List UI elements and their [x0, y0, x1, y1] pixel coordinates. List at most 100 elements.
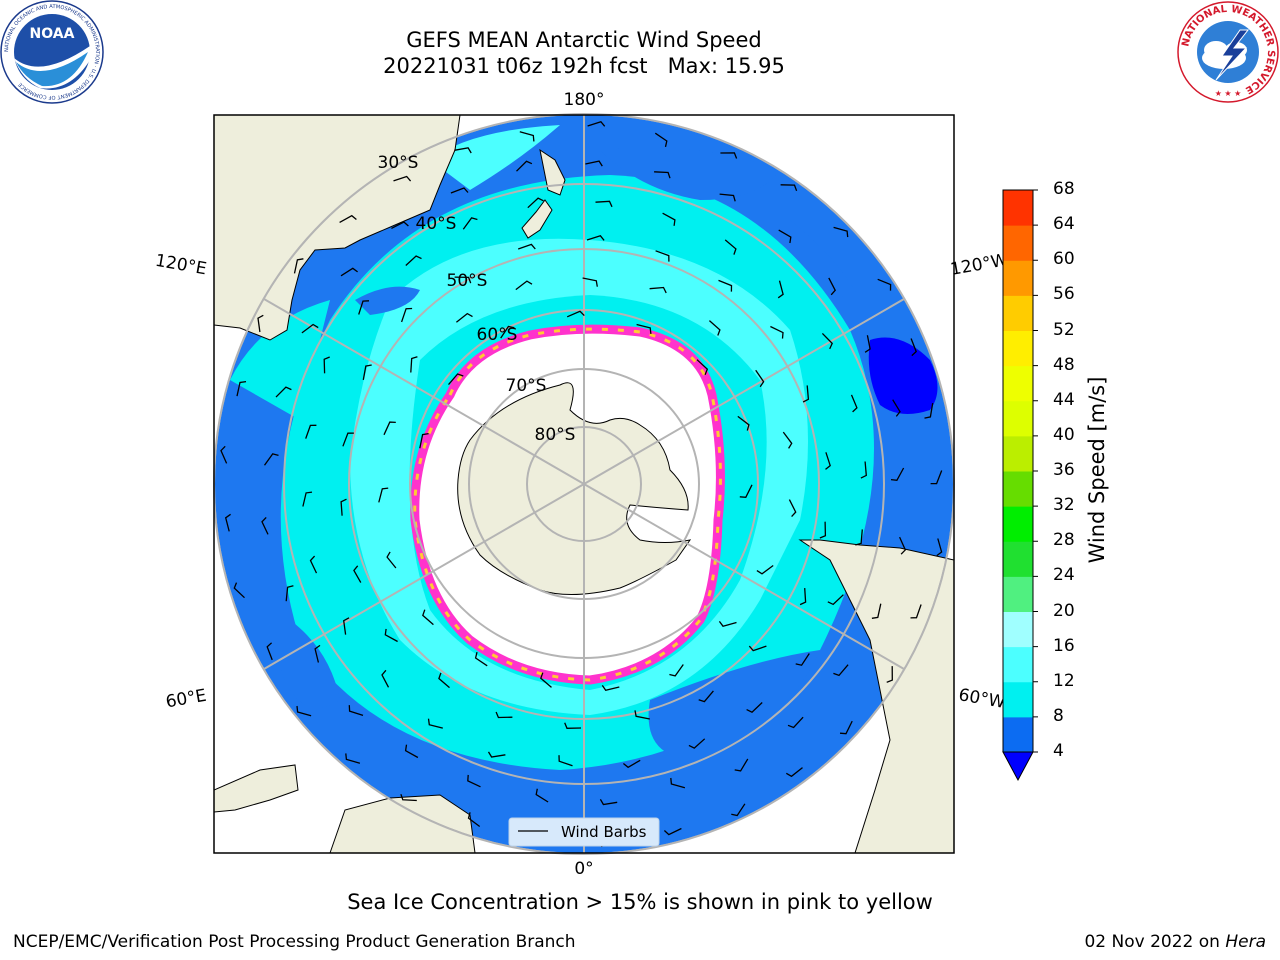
wind-barb [799, 588, 807, 606]
wind-barb [455, 312, 473, 323]
colorbar-tick-label: 12 [1053, 670, 1075, 691]
wind-barb [448, 373, 464, 386]
wind-barb [655, 250, 670, 262]
wind-barb [777, 280, 784, 299]
wind-barb [737, 415, 750, 431]
lat-label-50s: 50°S [447, 271, 488, 291]
wind-barb [825, 452, 831, 470]
wind-barb [301, 323, 319, 334]
wind-barb [708, 320, 721, 336]
wind-barb [718, 279, 733, 292]
wind-barb [587, 120, 606, 127]
wind-barb [930, 470, 943, 485]
wind-barb [220, 445, 228, 464]
wind-barb [342, 617, 350, 635]
colorbar-segment [1003, 295, 1033, 331]
wind-barb [400, 793, 417, 802]
svg-text:NOAA: NOAA [30, 26, 75, 42]
colorbar-extend-arrow [1002, 751, 1034, 782]
lat-label-60s: 60°S [477, 325, 518, 345]
wind-barb [663, 827, 682, 836]
wind-barb [540, 672, 552, 688]
wind-barb [454, 147, 472, 154]
colorbar-tick-label: 36 [1053, 460, 1075, 480]
wind-barb [718, 621, 737, 627]
wind-barb [450, 187, 469, 194]
colorbar-segment [1003, 506, 1033, 542]
wind-barb [860, 461, 867, 479]
noaa-logo: NATIONAL OCEANIC AND ATMOSPHERIC ADMINIS… [0, 0, 104, 104]
wind-barb [788, 499, 797, 518]
wind-barb [454, 276, 472, 284]
lon-label-60w: 60°W [957, 685, 1007, 713]
wind-barb [688, 738, 706, 749]
wind-barb [474, 651, 488, 667]
wind-barb [877, 278, 892, 291]
wind-barb [720, 152, 738, 159]
wind-barb [527, 197, 544, 209]
wind-barb [827, 594, 844, 606]
wind-barb [936, 538, 943, 557]
wind-barb [850, 394, 858, 413]
wind-barb [787, 716, 804, 729]
wind-barb [586, 235, 605, 241]
wind-barb [755, 369, 765, 388]
colorbar-tick-label: 64 [1053, 214, 1075, 235]
legend-label: Wind Barbs [561, 823, 647, 841]
colorbar-tick-label: 28 [1053, 530, 1075, 551]
colorbar-tick-label: 68 [1053, 179, 1075, 199]
wind-barb [427, 718, 443, 729]
wind-barb [756, 564, 774, 575]
wind-barb [517, 243, 536, 250]
wind-barb [410, 356, 418, 373]
wind-barb [362, 364, 372, 381]
wind-barb [770, 325, 784, 339]
wind-barb [601, 685, 620, 692]
wind-barb [263, 453, 279, 466]
colorbar-segment [1003, 435, 1033, 472]
wind-barb [386, 551, 397, 569]
colorbar-tick-label: 48 [1053, 354, 1075, 375]
colorbar-tick-label: 4 [1053, 741, 1064, 761]
wind-barb [924, 402, 934, 419]
wind-barb [516, 160, 533, 172]
colorbar-segment [1003, 471, 1033, 507]
wind-barb [819, 521, 827, 539]
wind-barb [636, 323, 652, 334]
colorbar-title: Wind Speed [m/s] [1085, 376, 1109, 564]
lon-label-180: 180° [564, 90, 605, 110]
footer-date: 02 Nov 2022 on Hera [1084, 932, 1266, 952]
wind-barb-legend: Wind Barbs [508, 817, 660, 847]
footer-date-text: 02 Nov 2022 on [1084, 932, 1220, 952]
wind-barb [467, 812, 481, 828]
wind-barb [345, 753, 361, 764]
wind-barb [515, 280, 533, 291]
wind-barb [782, 431, 793, 449]
nws-logo: NATIONAL WEATHER SERVICE ★ ★ ★ [1177, 1, 1279, 103]
wind-barb [275, 386, 292, 398]
colorbar-tick-label: 56 [1053, 284, 1075, 305]
wind-barb [785, 767, 803, 778]
wind-barb [654, 171, 671, 179]
wind-barb [353, 565, 362, 583]
wind-barb [734, 758, 749, 772]
wind-barb [724, 239, 737, 255]
lon-label-0: 0° [574, 859, 593, 879]
wind-barb [566, 310, 585, 318]
wind-barb [393, 175, 412, 182]
wind-barb [391, 221, 409, 229]
colorbar-tick-label: 16 [1053, 635, 1075, 656]
wind-barb [340, 267, 358, 277]
wind-barb [654, 132, 668, 148]
wind-barb [662, 212, 676, 226]
wind-barb [696, 359, 709, 375]
madagascar-land [214, 764, 299, 813]
wind-barb [585, 160, 603, 167]
wind-barb [236, 380, 247, 397]
graticule [214, 114, 954, 854]
colorbar-tick-label: 52 [1053, 319, 1075, 340]
wind-barb [802, 385, 810, 403]
wind-barb [495, 711, 513, 719]
wind-barb [302, 491, 313, 507]
